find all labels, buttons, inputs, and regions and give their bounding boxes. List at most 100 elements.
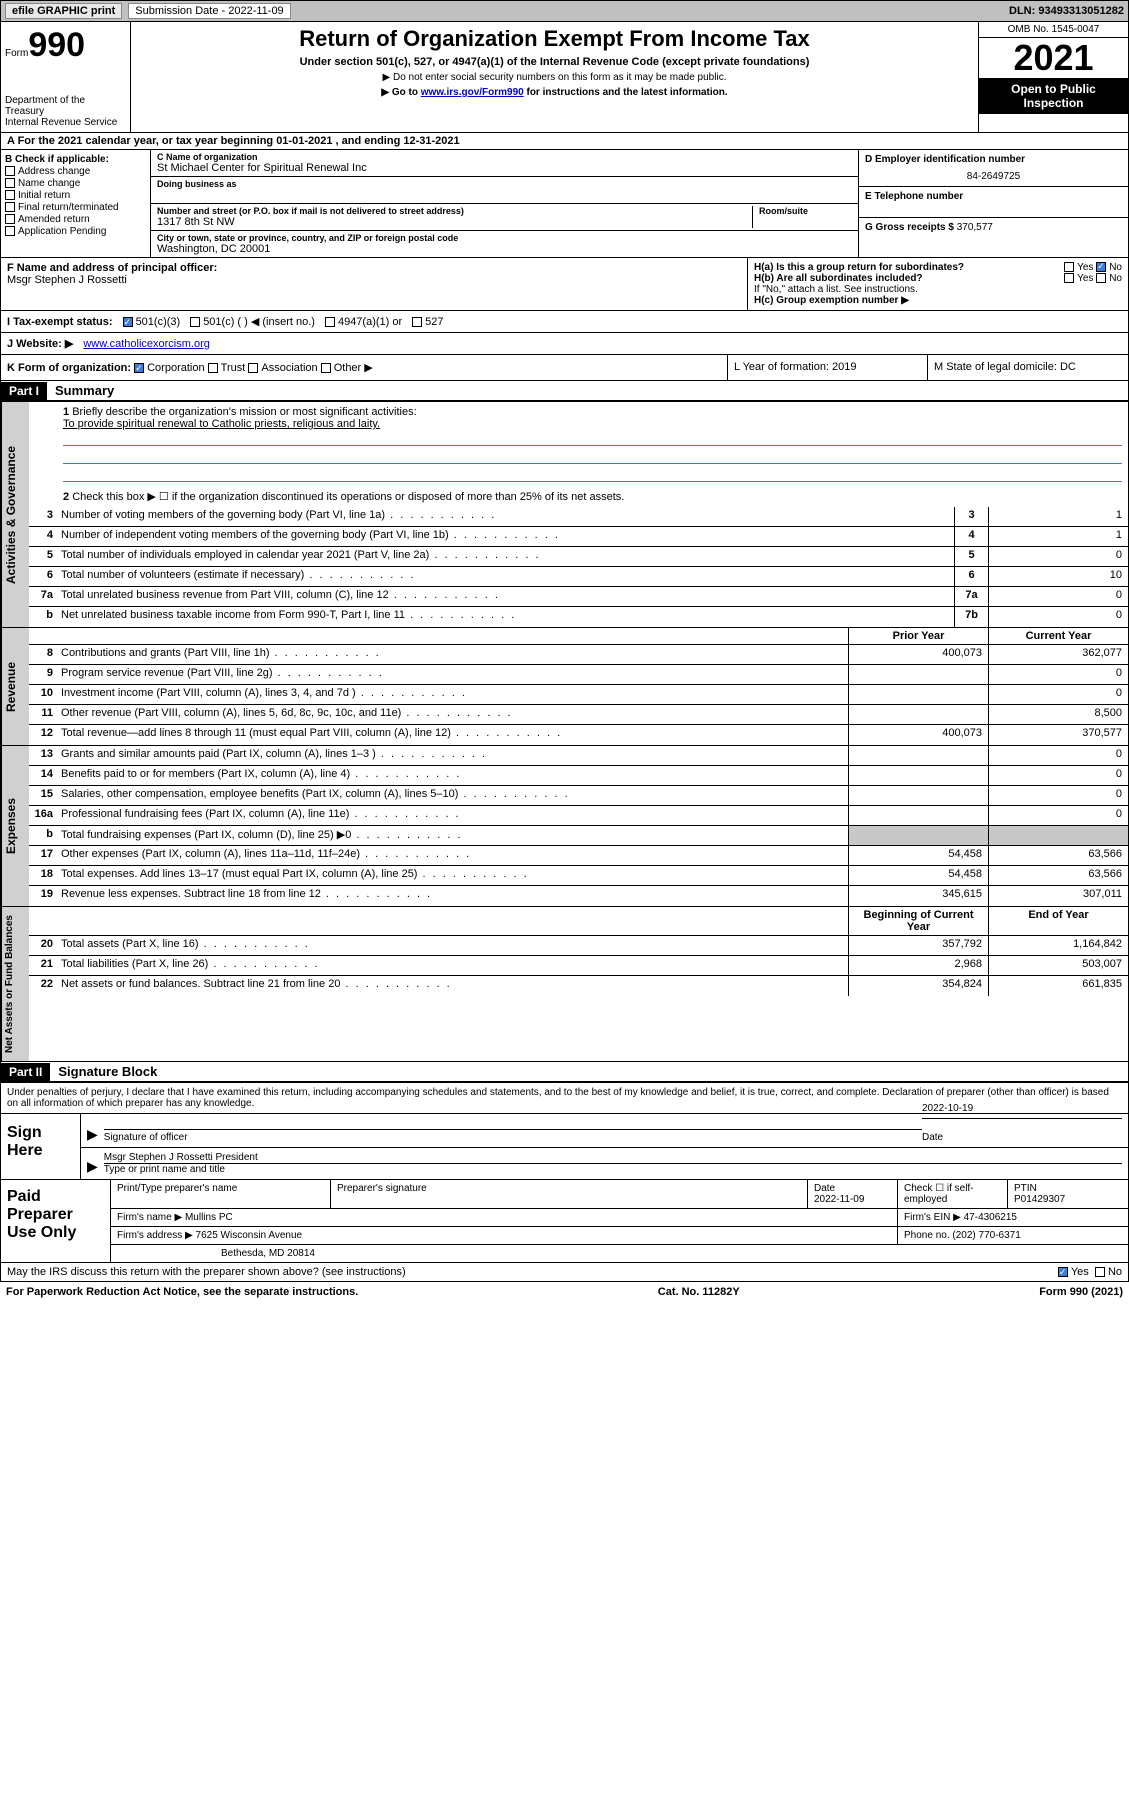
tax-year: 2021 xyxy=(979,38,1128,78)
efile-print-button[interactable]: efile GRAPHIC print xyxy=(5,3,122,19)
chk-association[interactable]: Association xyxy=(248,362,317,374)
table-row: 4Number of independent voting members of… xyxy=(29,527,1128,547)
governance-tab: Activities & Governance xyxy=(1,402,29,627)
efile-topbar: efile GRAPHIC print Submission Date - 20… xyxy=(0,0,1129,22)
officer-name: Msgr Stephen J Rossetti xyxy=(7,274,741,286)
chk-corporation[interactable]: Corporation xyxy=(134,362,204,374)
row-k-form-org: K Form of organization: Corporation Trus… xyxy=(0,355,1129,381)
line1-label: Briefly describe the organization's miss… xyxy=(72,406,416,418)
table-row: 6Total number of volunteers (estimate if… xyxy=(29,567,1128,587)
part-ii-title: Signature Block xyxy=(50,1062,165,1081)
website-link[interactable]: www.catholicexorcism.org xyxy=(83,338,210,350)
table-row: 8Contributions and grants (Part VIII, li… xyxy=(29,645,1128,665)
chk-amended-return[interactable]: Amended return xyxy=(5,214,146,225)
table-row: 21Total liabilities (Part X, line 26)2,9… xyxy=(29,956,1128,976)
table-row: 10Investment income (Part VIII, column (… xyxy=(29,685,1128,705)
chk-final-return[interactable]: Final return/terminated xyxy=(5,202,146,213)
city-label: City or town, state or province, country… xyxy=(157,233,852,243)
omb-number: OMB No. 1545-0047 xyxy=(979,22,1128,38)
chk-501c3[interactable]: 501(c)(3) xyxy=(123,316,181,328)
type-name-label: Type or print name and title xyxy=(104,1164,1122,1175)
net-assets-tab: Net Assets or Fund Balances xyxy=(1,907,29,1061)
paid-preparer-label: Paid Preparer Use Only xyxy=(1,1180,111,1262)
m-state-domicile: M State of legal domicile: DC xyxy=(928,355,1128,380)
ptin-value: P01429307 xyxy=(1014,1194,1065,1205)
net-assets-section: Net Assets or Fund Balances Beginning of… xyxy=(0,907,1129,1062)
cat-no: Cat. No. 11282Y xyxy=(658,1286,740,1298)
signature-block: Under penalties of perjury, I declare th… xyxy=(0,1083,1129,1263)
b-check-label: B Check if applicable: xyxy=(5,154,146,165)
irs-link[interactable]: www.irs.gov/Form990 xyxy=(421,87,524,98)
chk-address-change[interactable]: Address change xyxy=(5,166,146,177)
hb-subordinates: H(b) Are all subordinates included? Yes … xyxy=(754,273,1122,284)
self-employed-check[interactable]: Check ☐ if self-employed xyxy=(898,1180,1008,1208)
e-phone-label: E Telephone number xyxy=(865,191,1122,202)
paperwork-notice: For Paperwork Reduction Act Notice, see … xyxy=(6,1286,358,1298)
current-year-header: Current Year xyxy=(988,628,1128,644)
chk-501c[interactable]: 501(c) ( ) ◀ (insert no.) xyxy=(190,315,315,328)
firm-address: 7625 Wisconsin Avenue xyxy=(196,1230,303,1241)
chk-discuss-yes[interactable]: Yes xyxy=(1058,1266,1089,1278)
table-row: 7aTotal unrelated business revenue from … xyxy=(29,587,1128,607)
part-ii-header: Part II xyxy=(1,1063,50,1081)
room-suite-label: Room/suite xyxy=(759,206,852,216)
hb-note: If "No," attach a list. See instructions… xyxy=(754,284,1122,295)
chk-trust[interactable]: Trust xyxy=(208,362,246,374)
sig-date: 2022-10-19 xyxy=(922,1103,1122,1114)
form-subtitle: Under section 501(c), 527, or 4947(a)(1)… xyxy=(139,56,970,68)
phone-value xyxy=(865,202,1122,213)
ein-value: 84-2649725 xyxy=(865,171,1122,182)
address-label: Number and street (or P.O. box if mail i… xyxy=(157,206,752,216)
chk-application-pending[interactable]: Application Pending xyxy=(5,226,146,237)
row-a-tax-year: A For the 2021 calendar year, or tax yea… xyxy=(0,133,1129,150)
expenses-section: Expenses 13Grants and similar amounts pa… xyxy=(0,746,1129,907)
prior-year-header: Prior Year xyxy=(848,628,988,644)
firm-name: Mullins PC xyxy=(185,1212,233,1223)
form-ref: Form 990 (2021) xyxy=(1039,1286,1123,1298)
ssn-note: ▶ Do not enter social security numbers o… xyxy=(139,72,970,83)
instructions-note: ▶ Go to www.irs.gov/Form990 for instruct… xyxy=(139,87,970,98)
mission-text: To provide spiritual renewal to Catholic… xyxy=(63,418,1122,430)
sign-here-label: Sign Here xyxy=(1,1114,81,1179)
chk-name-change[interactable]: Name change xyxy=(5,178,146,189)
table-row: 14Benefits paid to or for members (Part … xyxy=(29,766,1128,786)
footer-bar: For Paperwork Reduction Act Notice, see … xyxy=(0,1282,1129,1302)
table-row: 11Other revenue (Part VIII, column (A), … xyxy=(29,705,1128,725)
table-row: 15Salaries, other compensation, employee… xyxy=(29,786,1128,806)
ha-group-return: H(a) Is this a group return for subordin… xyxy=(754,262,1122,273)
city-value: Washington, DC 20001 xyxy=(157,243,852,255)
chk-527[interactable]: 527 xyxy=(412,316,443,328)
chk-initial-return[interactable]: Initial return xyxy=(5,190,146,201)
table-row: 20Total assets (Part X, line 16)357,7921… xyxy=(29,936,1128,956)
f-officer-label: F Name and address of principal officer: xyxy=(7,262,741,274)
d-ein-label: D Employer identification number xyxy=(865,154,1122,165)
form-label: Form xyxy=(5,48,28,59)
chk-discuss-no[interactable]: No xyxy=(1095,1266,1122,1278)
revenue-tab: Revenue xyxy=(1,628,29,745)
line2-text: Check this box ▶ ☐ if the organization d… xyxy=(72,491,624,503)
g-gross-label: G Gross receipts $ xyxy=(865,222,954,233)
address-value: 1317 8th St NW xyxy=(157,216,752,228)
prep-sig-label: Preparer's signature xyxy=(331,1180,808,1208)
table-row: 18Total expenses. Add lines 13–17 (must … xyxy=(29,866,1128,886)
part-i-title: Summary xyxy=(47,381,122,400)
prep-name-label: Print/Type preparer's name xyxy=(111,1180,331,1208)
table-row: 5Total number of individuals employed in… xyxy=(29,547,1128,567)
chk-other[interactable]: Other ▶ xyxy=(321,362,373,374)
expenses-tab: Expenses xyxy=(1,746,29,906)
table-row: 12Total revenue—add lines 8 through 11 (… xyxy=(29,725,1128,745)
form-number: 990 xyxy=(28,26,85,64)
firm-phone: (202) 770-6371 xyxy=(952,1230,1020,1241)
sig-officer-label: Signature of officer xyxy=(104,1129,922,1143)
dba-value xyxy=(157,189,852,201)
open-to-public: Open to Public Inspection xyxy=(979,78,1128,114)
form-title: Return of Organization Exempt From Incom… xyxy=(139,26,970,52)
section-b-identification: B Check if applicable: Address change Na… xyxy=(0,150,1129,258)
arrow-icon: ▶ xyxy=(87,1158,98,1175)
table-row: 22Net assets or fund balances. Subtract … xyxy=(29,976,1128,996)
table-row: 19Revenue less expenses. Subtract line 1… xyxy=(29,886,1128,906)
table-row: 17Other expenses (Part IX, column (A), l… xyxy=(29,846,1128,866)
firm-address-2: Bethesda, MD 20814 xyxy=(111,1245,1128,1262)
dept-treasury: Department of the Treasury xyxy=(5,95,126,117)
chk-4947a1[interactable]: 4947(a)(1) or xyxy=(325,316,402,328)
